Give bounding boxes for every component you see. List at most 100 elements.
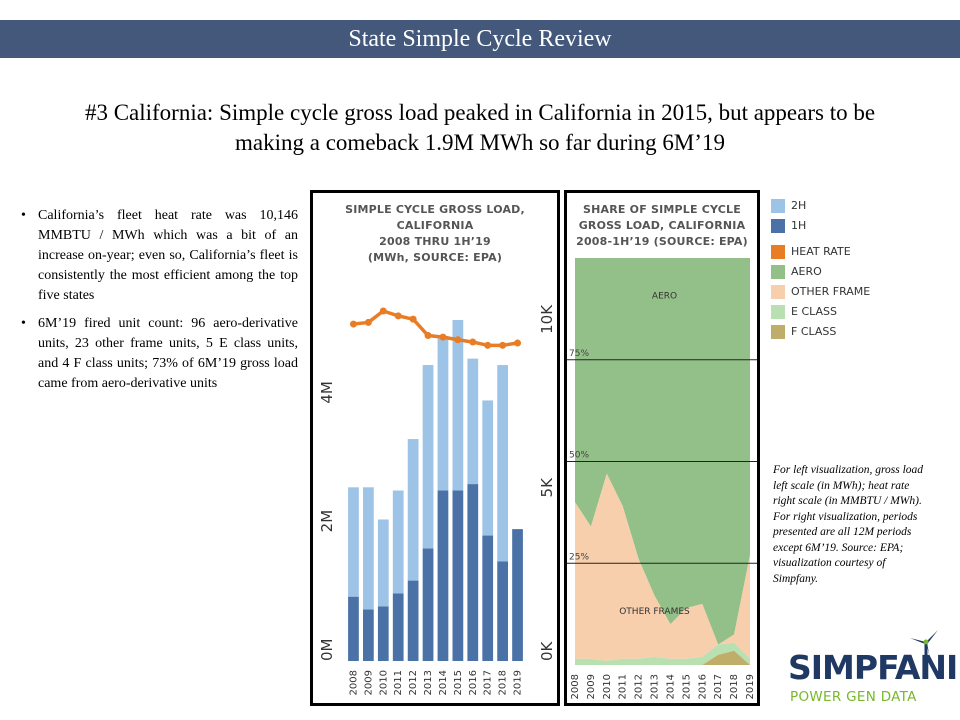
left-axis-tick: 2M bbox=[318, 510, 336, 533]
bullet-list: California’s fleet heat rate was 10,146 … bbox=[18, 206, 298, 402]
page-title: State Simple Cycle Review bbox=[348, 26, 612, 52]
x-tick-label: 2015 bbox=[681, 674, 692, 699]
heat-rate-point bbox=[394, 312, 402, 320]
x-tick-label: 2012 bbox=[634, 674, 645, 699]
x-tick-label: 2008 bbox=[570, 674, 581, 699]
x-tick-label: 2012 bbox=[408, 670, 419, 695]
heat-rate-point bbox=[409, 315, 417, 323]
legend-label: AERO bbox=[791, 265, 822, 278]
gridline-label: 25% bbox=[569, 552, 589, 562]
area-aero bbox=[575, 258, 750, 645]
heat-rate-point bbox=[484, 341, 492, 349]
x-tick-label: 2009 bbox=[586, 674, 597, 699]
bar-1h bbox=[348, 596, 359, 661]
x-tick-label: 2009 bbox=[363, 670, 374, 695]
legend-label: F CLASS bbox=[791, 325, 837, 338]
x-tick-label: 2011 bbox=[618, 674, 629, 699]
bar-1h bbox=[363, 609, 374, 661]
left-axis-tick: 0M bbox=[318, 639, 336, 662]
bar-2h bbox=[437, 336, 449, 491]
source-note: For left visualization, gross load left … bbox=[773, 464, 924, 585]
legend-swatch bbox=[771, 219, 785, 233]
x-tick-label: 2017 bbox=[483, 670, 494, 695]
simpfani-logo: SIMPFANI POWER GEN DATA bbox=[788, 628, 958, 710]
legend-label: E CLASS bbox=[791, 305, 837, 318]
gridline-label: 75% bbox=[569, 349, 589, 359]
legend-item: HEAT RATE bbox=[771, 245, 851, 259]
legend-item: AERO bbox=[771, 265, 822, 279]
x-tick-label: 2016 bbox=[697, 674, 708, 699]
right-axis-tick: 10K bbox=[538, 304, 556, 334]
x-tick-label: 2013 bbox=[650, 674, 661, 699]
bar-2h bbox=[467, 358, 479, 485]
x-tick-label: 2014 bbox=[438, 670, 449, 695]
legend-item: 2H bbox=[771, 199, 806, 213]
legend-swatch bbox=[771, 265, 785, 279]
bar-1h bbox=[407, 580, 419, 661]
chart-title-line: (MWh, SOURCE: EPA) bbox=[367, 251, 503, 264]
area-e-class bbox=[575, 642, 750, 665]
bar-1h bbox=[497, 561, 508, 661]
bullet-item: California’s fleet heat rate was 10,146 … bbox=[18, 206, 298, 306]
bar-2h bbox=[392, 490, 404, 594]
heat-rate-point bbox=[379, 307, 387, 315]
bullet-item: 6M’19 fired unit count: 96 aero-derivati… bbox=[18, 314, 298, 394]
share-chart: 25% 50% 75% AERO OTHER FRAMES 2008 2009 2010 201… bbox=[567, 258, 757, 699]
other-frames-area-label: OTHER FRAMES bbox=[619, 607, 690, 617]
heat-rate-point bbox=[469, 338, 477, 346]
bar-1h bbox=[467, 484, 479, 661]
legend-item: E CLASS bbox=[771, 305, 837, 319]
gross-load-chart: 2008 2009 2010 2011 2012 2013 2014 2015 2016 2017… bbox=[318, 275, 556, 695]
bar-2h bbox=[407, 439, 419, 581]
gridline-label: 50% bbox=[569, 451, 589, 461]
heat-rate-point bbox=[364, 318, 372, 326]
chart-title-line: 2008 THRU 1H’19 bbox=[379, 235, 491, 248]
bar-1h bbox=[452, 490, 464, 661]
x-tick-label: 2014 bbox=[665, 674, 676, 699]
x-tick-label: 2013 bbox=[423, 670, 434, 695]
legend-swatch bbox=[771, 245, 785, 259]
bar-1h bbox=[377, 606, 389, 661]
legend-label: 1H bbox=[791, 219, 807, 232]
legend-swatch bbox=[771, 325, 785, 339]
heat-rate-point bbox=[499, 341, 507, 349]
legend-label: 2H bbox=[791, 199, 807, 212]
bar-2h bbox=[422, 365, 434, 549]
chart-title-line: 2008-1H’19 (SOURCE: EPA) bbox=[576, 235, 748, 248]
bar-1h bbox=[482, 535, 494, 661]
bar-2h bbox=[452, 320, 464, 491]
legend-item: F CLASS bbox=[771, 325, 836, 339]
x-tick-label: 2015 bbox=[453, 670, 464, 695]
legend-item: OTHER FRAME bbox=[771, 285, 870, 299]
chart-title-line: SIMPLE CYCLE GROSS LOAD, bbox=[345, 203, 525, 216]
chart-title-line: SHARE OF SIMPLE CYCLE bbox=[583, 203, 741, 216]
bar-1h bbox=[422, 548, 434, 661]
bar-2h bbox=[363, 487, 374, 610]
gross-load-chart-panel: SIMPLE CYCLE GROSS LOAD, CALIFORNIA 2008… bbox=[310, 190, 560, 706]
x-tick-label: 2019 bbox=[513, 670, 524, 695]
heat-rate-point bbox=[439, 333, 447, 341]
bar-2h bbox=[497, 365, 508, 562]
legend-swatch bbox=[771, 305, 785, 319]
gross-load-chart-title: SIMPLE CYCLE GROSS LOAD, CALIFORNIA 2008… bbox=[313, 202, 557, 266]
share-chart-panel: SHARE OF SIMPLE CYCLE GROSS LOAD, CALIFO… bbox=[564, 190, 760, 706]
wind-turbine-icon bbox=[910, 630, 938, 676]
legend-label: OTHER FRAME bbox=[791, 285, 871, 298]
page-title-bar: State Simple Cycle Review bbox=[0, 20, 960, 58]
share-chart-title: SHARE OF SIMPLE CYCLE GROSS LOAD, CALIFO… bbox=[567, 202, 757, 250]
logo-tagline: POWER GEN DATA bbox=[790, 689, 917, 705]
x-tick-label: 2016 bbox=[468, 670, 479, 695]
headline-line-1: #3 California: Simple cycle gross load p… bbox=[84, 100, 876, 125]
right-axis-tick: 0K bbox=[538, 640, 556, 661]
x-tick-label: 2010 bbox=[378, 670, 389, 695]
legend-item: 1H bbox=[771, 219, 806, 233]
chart-title-line: CALIFORNIA bbox=[396, 219, 474, 232]
right-axis-tick: 5K bbox=[538, 477, 556, 498]
legend-label: HEAT RATE bbox=[791, 245, 851, 258]
x-tick-label: 2018 bbox=[729, 674, 740, 699]
legend-swatch bbox=[771, 199, 785, 213]
headline: #3 California: Simple cycle gross load p… bbox=[20, 98, 940, 158]
heat-rate-point bbox=[424, 332, 432, 340]
bar-1h bbox=[512, 529, 523, 661]
x-tick-label: 2008 bbox=[348, 670, 359, 695]
